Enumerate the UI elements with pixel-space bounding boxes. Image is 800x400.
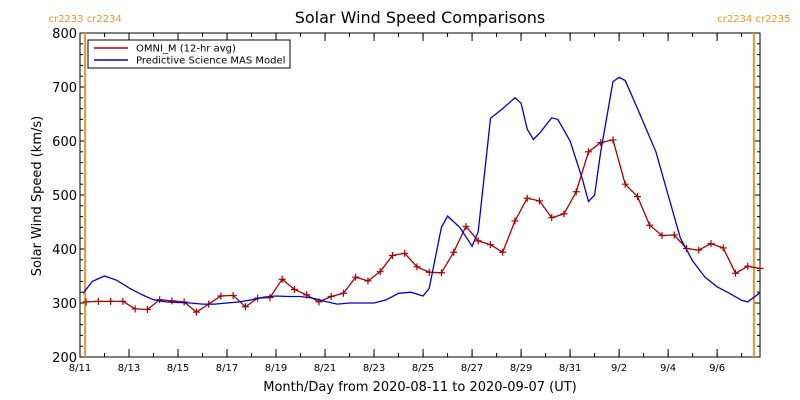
omni-data-point: [278, 275, 286, 283]
omni-data-point: [670, 231, 678, 239]
omni-data-point: [695, 246, 703, 254]
y-axis-label: Solar Wind Speed (km/s): [30, 116, 45, 276]
omni-data-point: [376, 268, 384, 276]
omni-data-point: [511, 217, 519, 225]
chart-title: Solar Wind Speed Comparisons: [295, 8, 546, 27]
omni-data-point: [290, 286, 298, 293]
x-tick-label: 8/15: [167, 363, 189, 374]
omni-data-point: [437, 269, 445, 277]
omni-data-point: [192, 308, 200, 316]
carrington-marker-label: cr2233 cr2234: [48, 14, 121, 25]
x-tick-label: 8/13: [118, 363, 140, 374]
x-tick-label: 8/25: [412, 363, 434, 374]
omni-data-point: [425, 268, 433, 276]
omni-data-point: [327, 293, 335, 301]
omni-data-point: [119, 297, 127, 305]
x-tick-label: 8/19: [265, 363, 287, 374]
y-tick-label: 300: [52, 297, 77, 312]
omni-data-point: [707, 240, 715, 248]
omni-data-point: [535, 197, 543, 205]
omni-data-point: [560, 210, 568, 218]
mas-model-series-line: [82, 76, 761, 305]
omni-data-point: [621, 180, 629, 188]
omni-data-point: [548, 214, 556, 222]
y-tick-label: 500: [52, 189, 77, 204]
omni-data-point: [82, 298, 90, 306]
omni-series-line: [86, 139, 761, 314]
legend-box: [87, 39, 291, 69]
omni-data-point: [241, 303, 249, 311]
omni-data-point: [143, 305, 151, 313]
omni-data-point: [266, 294, 274, 302]
x-tick-label: 9/2: [611, 363, 627, 374]
omni-data-point: [499, 248, 507, 256]
omni-data-point: [609, 136, 617, 144]
x-tick-label: 9/6: [709, 363, 725, 374]
plot-area: 200 300 400 500 600 700 800 8/11 8/13 8/15 8/17 8/1…: [48, 14, 790, 374]
omni-data-point: [180, 298, 188, 306]
omni-data-point: [646, 221, 654, 229]
omni-data-point: [719, 244, 727, 252]
y-tick-label: 600: [52, 135, 77, 150]
omni-data-point: [401, 249, 409, 257]
carrington-marker-label: cr2234 cr2235: [717, 14, 790, 25]
omni-data-point: [413, 263, 421, 271]
x-tick-label: 8/11: [69, 363, 91, 374]
omni-data-point: [572, 188, 580, 196]
omni-data-point: [731, 269, 739, 277]
x-tick-label: 9/4: [660, 363, 676, 374]
x-tick-label: 8/27: [461, 363, 483, 374]
omni-data-point: [156, 296, 164, 304]
x-tick-label: 8/21: [314, 363, 336, 374]
omni-data-point: [217, 292, 225, 300]
omni-data-point: [744, 262, 752, 270]
omni-data-point: [107, 297, 115, 305]
omni-data-point: [462, 222, 470, 230]
omni-data-point: [168, 297, 176, 305]
omni-data-point: [523, 194, 531, 202]
omni-data-point: [756, 264, 764, 272]
x-axis-label: Month/Day from 2020-08-11 to 2020-09-07 …: [263, 380, 576, 395]
omni-data-point: [658, 232, 666, 239]
omni-data-point: [352, 273, 360, 281]
legend-entry: OMNI_M (12-hr avg): [136, 44, 236, 55]
omni-data-point: [633, 193, 641, 201]
omni-data-point: [94, 297, 102, 305]
y-tick-label: 700: [52, 81, 77, 96]
omni-data-point: [486, 241, 494, 249]
x-tick-label: 8/29: [510, 363, 532, 374]
omni-data-point: [474, 237, 482, 245]
omni-data-point: [131, 305, 139, 313]
omni-data-point: [339, 289, 347, 297]
omni-data-point: [229, 291, 237, 299]
y-tick-label: 400: [52, 243, 77, 258]
omni-data-point: [450, 248, 458, 256]
x-tick-label: 8/17: [216, 363, 238, 374]
omni-data-point: [364, 277, 372, 285]
x-tick-label: 8/31: [559, 363, 581, 374]
omni-data-point: [597, 139, 605, 147]
legend-entry: Predictive Science MAS Model: [136, 56, 285, 67]
x-tick-label: 8/23: [363, 363, 385, 374]
y-tick-label: 800: [52, 27, 77, 42]
y-tick-label: 200: [52, 351, 77, 366]
omni-data-point: [388, 251, 396, 259]
omni-data-point: [584, 148, 592, 156]
